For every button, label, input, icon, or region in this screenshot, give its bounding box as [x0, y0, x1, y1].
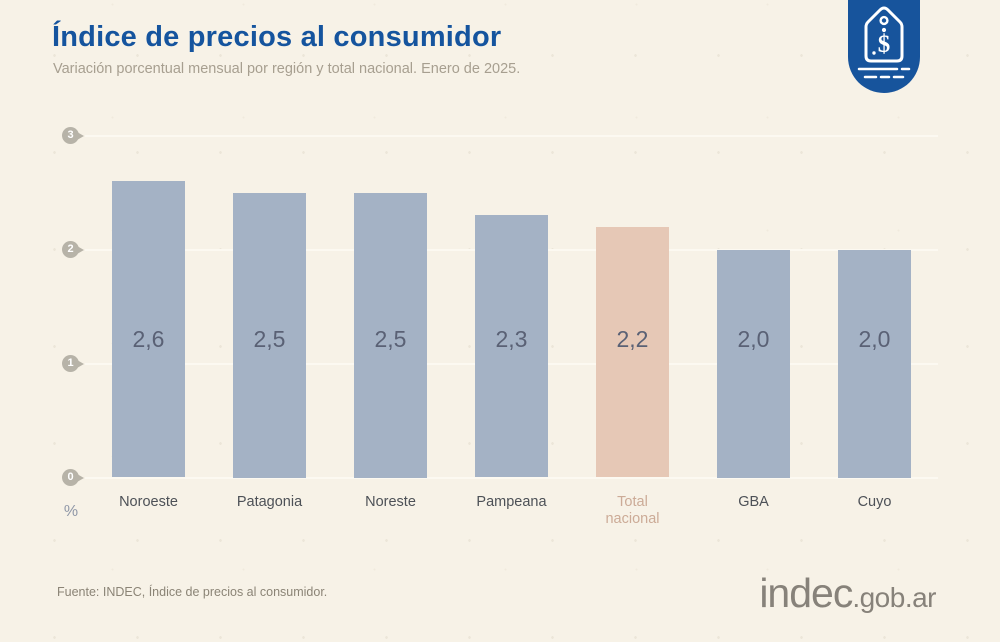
- bar-value-total-nacional: 2,2: [616, 326, 649, 352]
- bar-noreste: [354, 192, 427, 478]
- bar-value-patagonia: 2,5: [253, 326, 286, 352]
- bar-label-noroeste: Noroeste: [119, 494, 178, 510]
- bar-gba: [717, 249, 790, 478]
- bar-noroeste: [112, 181, 185, 478]
- bar-label-cuyo: Cuyo: [857, 494, 892, 510]
- page-subtitle: Variación porcentual mensual por región …: [53, 61, 521, 77]
- bar-patagonia: [233, 192, 306, 478]
- bar-value-noroeste: 2,6: [132, 326, 165, 352]
- y-axis-tick-2: 2: [62, 241, 84, 258]
- dollar-symbol: $: [878, 31, 891, 58]
- bar-value-gba: 2,0: [737, 326, 770, 352]
- gridline-3: [85, 134, 938, 137]
- bar-label-noreste: Noreste: [365, 494, 416, 510]
- bar-value-cuyo: 2,0: [858, 326, 891, 352]
- page-title: Índice de precios al consumidor: [52, 21, 502, 53]
- bar-label-patagonia: Patagonia: [236, 494, 303, 510]
- brand-wordmark: indec: [759, 570, 853, 616]
- bar-cuyo: [838, 249, 911, 478]
- bar-label-pampeana: Pampeana: [476, 494, 547, 510]
- axis-unit-label: %: [63, 503, 79, 520]
- bar-value-pampeana: 2,3: [495, 326, 528, 352]
- bar-label-total-nacional: Total nacional: [605, 494, 660, 527]
- gridline-0: [85, 476, 938, 479]
- source-note: Fuente: INDEC, Índice de precios al cons…: [57, 585, 328, 599]
- brand-domain-suffix: .gob.ar: [852, 582, 936, 613]
- price-tag-icon: $: [857, 6, 911, 79]
- brand-logo: indec.gob.ar: [759, 570, 936, 617]
- y-axis-tick-3: 3: [62, 127, 84, 144]
- y-axis-tick-0: 0: [62, 469, 84, 486]
- bar-value-noreste: 2,5: [374, 326, 407, 352]
- y-axis-tick-1: 1: [62, 355, 84, 372]
- bar-label-gba: GBA: [738, 494, 769, 510]
- bar-pampeana: [475, 215, 548, 478]
- bar-total-nacional: [596, 226, 669, 478]
- price-tag-badge: $: [848, 0, 920, 93]
